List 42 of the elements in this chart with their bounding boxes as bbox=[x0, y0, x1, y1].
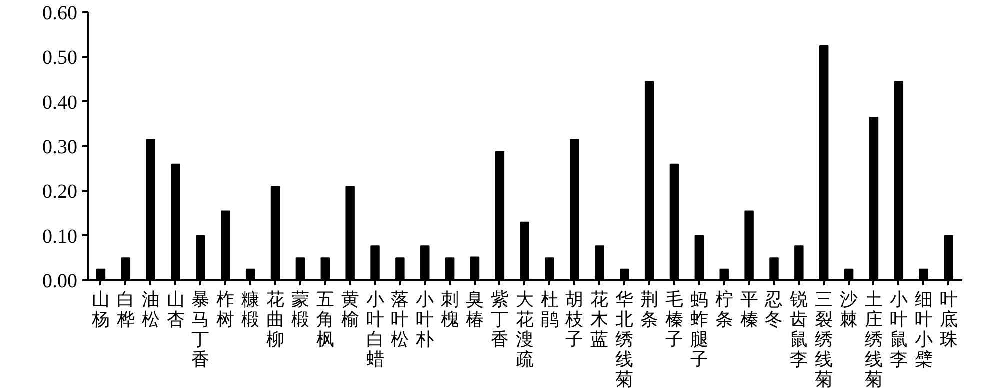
x-tick-label: 山杏 bbox=[166, 290, 185, 330]
x-tick-label: 荆条 bbox=[640, 290, 659, 330]
x-tick-label: 蒙椴 bbox=[291, 290, 310, 330]
x-tick-label: 暴马丁香 bbox=[192, 290, 210, 370]
x-tick-label: 油松 bbox=[142, 290, 160, 330]
x-tick-label: 毛榛子 bbox=[665, 290, 684, 350]
x-tick-label: 紫丁香 bbox=[490, 290, 509, 350]
x-tick-label: 山杨 bbox=[90, 290, 110, 330]
x-tick-label: 土庄绣线菊 bbox=[864, 290, 883, 390]
x-tick-label: 杜鹃 bbox=[540, 290, 559, 330]
x-tick-label: 柞树 bbox=[216, 290, 235, 330]
x-tick-label: 小叶鼠李 bbox=[890, 290, 908, 370]
x-tick-label: 三裂绣线菊 bbox=[815, 290, 834, 390]
x-tick-label: 白桦 bbox=[116, 290, 135, 330]
y-tick-label: 0.40 bbox=[42, 92, 78, 114]
x-tick-label: 蚂蚱腿子 bbox=[690, 290, 708, 370]
x-tick-label: 落叶松 bbox=[391, 290, 410, 350]
x-tick-label: 平榛 bbox=[740, 290, 758, 330]
x-tick-label: 华北绣线菊 bbox=[616, 290, 634, 390]
y-tick-label: 0.00 bbox=[42, 270, 78, 292]
x-tick-label: 五角枫 bbox=[316, 290, 334, 350]
x-tick-label: 忍冬 bbox=[764, 290, 784, 330]
x-tick-label: 细叶小檗 bbox=[914, 290, 933, 370]
y-tick-label: 0.30 bbox=[42, 136, 78, 158]
x-tick-label: 花木蓝 bbox=[590, 290, 609, 350]
x-tick-label: 沙棘 bbox=[840, 290, 858, 330]
x-tick-label: 糠椴 bbox=[242, 290, 260, 330]
x-tick-label: 刺槐 bbox=[441, 290, 460, 330]
x-tick-label: 花曲柳 bbox=[266, 290, 285, 350]
x-tick-label: 臭椿 bbox=[466, 290, 484, 330]
x-tick-label: 小叶白蜡 bbox=[366, 290, 384, 370]
x-tick-label: 胡枝子 bbox=[564, 290, 584, 350]
y-tick-label: 0.10 bbox=[42, 226, 78, 248]
x-tick-label: 叶底珠 bbox=[940, 290, 958, 350]
x-tick-label: 小叶朴 bbox=[415, 290, 434, 350]
y-tick-label: 0.20 bbox=[42, 181, 78, 204]
x-tick-label: 大花溲疏 bbox=[516, 290, 534, 370]
x-tick-label: 锐齿鼠李 bbox=[789, 290, 808, 370]
y-tick-label: 0.60 bbox=[42, 2, 78, 24]
x-tick-label: 黄榆 bbox=[341, 290, 360, 330]
y-tick-label: 0.50 bbox=[42, 47, 78, 70]
x-tick-label: 柠条 bbox=[715, 290, 734, 330]
